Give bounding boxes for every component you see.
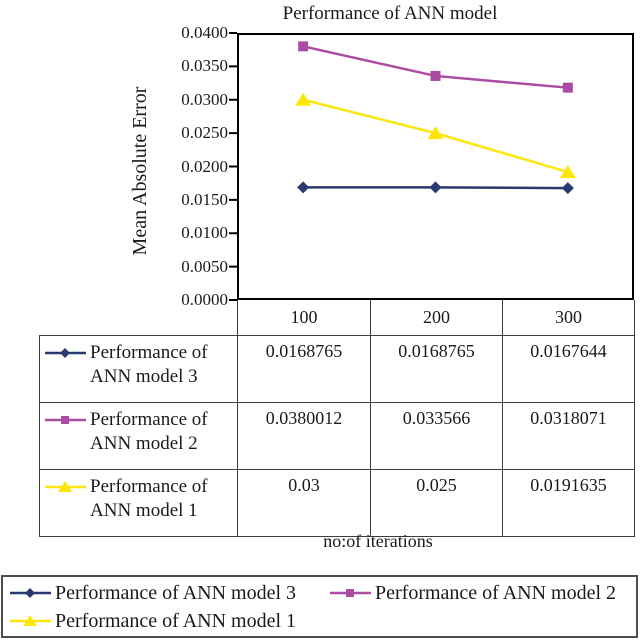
table-corner-cell [40,300,238,336]
value-cell: 0.0380012 [237,402,371,470]
value-cell: 0.025 [370,469,503,537]
x-category-header: 300 [502,300,635,336]
plot-area [229,32,634,301]
series-label-cell: Performance of ANN model 1 [39,469,238,537]
series-label: Performance of ANN model 1 [90,476,208,521]
legend-key-icon-triangle [10,615,51,626]
value-cell: 0.0167644 [502,335,635,403]
y-tick-label: 0.0050 [181,257,228,276]
y-tick-label: 0.0100 [181,223,228,242]
value-cell: 0.033566 [370,402,503,470]
y-tick-label: 0.0150 [181,190,228,209]
legend-entry: Performance of ANN model 3 [9,582,329,605]
series-label-cell: Performance of ANN model 3 [39,335,238,403]
value-cell: 0.0168765 [237,335,371,403]
x-category-header: 100 [237,300,371,336]
value-cell: 0.0168765 [370,335,503,403]
y-tick-label: 0.0350 [181,56,228,75]
table-row: Performance of ANN model 1 0.03 0.025 0.… [39,469,635,537]
chart-title: Performance of ANN model [282,3,498,24]
y-tick-label: 0.0300 [181,90,228,109]
legend-entry: Performance of ANN model 2 [329,582,616,605]
value-cell: 0.03 [237,469,371,537]
y-tick-label: 0.0000 [181,290,228,309]
series-key-icon-diamond [45,348,86,358]
series-label-cell: Performance of ANN model 2 [39,402,238,470]
series-key-icon-triangle [45,481,86,492]
series-key-icon-square [45,416,86,424]
x-category-header: 200 [370,300,503,336]
value-cell: 0.0191635 [502,469,635,537]
series-label: Performance of ANN model 2 [90,409,208,454]
data-table: 100 200 300 Performance of ANN model 3 0… [39,300,635,537]
legend-label: Performance of ANN model 3 [55,581,297,604]
x-axis-label: no:of iterations [323,531,433,551]
series-label: Performance of ANN model 3 [90,342,208,387]
legend: Performance of ANN model 3 Performance o… [1,575,638,638]
table-row: Performance of ANN model 2 0.0380012 0.0… [39,402,635,470]
legend-row: Performance of ANN model 1 [9,607,630,635]
legend-row: Performance of ANN model 3 Performance o… [9,579,630,607]
y-tick-label: 0.0400 [181,23,228,42]
legend-key-icon-square [330,589,371,597]
legend-label: Performance of ANN model 2 [375,581,617,604]
legend-label: Performance of ANN model 1 [55,609,297,632]
value-cell: 0.0318071 [502,402,635,470]
y-tick-label: 0.0200 [181,157,228,176]
legend-entry: Performance of ANN model 1 [9,610,296,633]
table-row: Performance of ANN model 3 0.0168765 0.0… [39,335,635,403]
table-header-row: 100 200 300 [40,300,635,336]
legend-key-icon-diamond [10,588,51,598]
y-tick-label: 0.0250 [181,123,228,142]
